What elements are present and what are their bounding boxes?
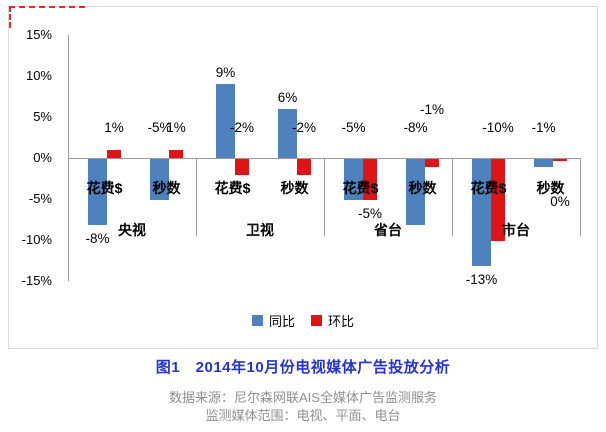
- bar-data-label: -8%: [85, 230, 110, 246]
- y-axis-tick-label: 10%: [25, 68, 52, 83]
- bar-data-label: -2%: [291, 120, 317, 135]
- bar-data-label: -13%: [465, 271, 498, 287]
- cluster-label: 花费$: [470, 180, 507, 196]
- bar-huanbi: [491, 159, 505, 241]
- group-label: 省台: [374, 222, 402, 238]
- group-label: 卫视: [246, 222, 274, 238]
- bar-data-label: -5%: [357, 206, 383, 221]
- bar-tongbi: [216, 84, 235, 158]
- y-axis-tick-label: 5%: [33, 109, 52, 124]
- bar-data-label: 0%: [550, 194, 570, 209]
- bar-huanbi: [425, 159, 439, 168]
- group-label: 央视: [118, 222, 146, 238]
- category-separator: [196, 158, 197, 236]
- y-axis-tick-label: 15%: [25, 27, 52, 42]
- bar-tongbi: [150, 159, 169, 200]
- bar-data-label: -2%: [229, 120, 255, 135]
- y-axis-tick-label: -15%: [21, 273, 52, 288]
- bar-huanbi: [553, 159, 567, 161]
- bar-data-label: 6%: [277, 89, 298, 105]
- category-separator: [324, 158, 325, 236]
- cluster-label: 秒数: [536, 180, 565, 196]
- data-source-note: 数据来源：尼尔森网联AIS全媒体广告监测服务: [169, 390, 437, 405]
- legend: 同比 环比: [0, 311, 606, 330]
- bar-data-label: 9%: [215, 65, 236, 81]
- bar-tongbi: [344, 159, 363, 200]
- cluster-label: 秒数: [408, 180, 437, 196]
- bar-data-label: 1%: [104, 120, 124, 135]
- cluster-label: 秒数: [152, 180, 181, 196]
- category-separator: [452, 158, 453, 236]
- bar-data-label: -10%: [482, 120, 514, 135]
- cluster-label: 花费$: [86, 180, 123, 196]
- group-label: 市台: [502, 222, 530, 238]
- selection-marquee-fragment: [9, 6, 85, 28]
- bar-tongbi: [88, 159, 107, 225]
- legend-swatch-tongbi: [251, 315, 263, 326]
- bar-data-label: -8%: [403, 120, 428, 135]
- bar-tongbi: [472, 159, 491, 266]
- cluster-label: 秒数: [280, 180, 309, 196]
- chart-title: 图1 2014年10月份电视媒体广告投放分析: [155, 359, 451, 376]
- cluster-label: 花费$: [214, 180, 251, 196]
- bar-huanbi: [235, 159, 249, 176]
- bar-huanbi: [363, 159, 377, 200]
- bar-huanbi: [169, 149, 183, 158]
- cluster-label: 花费$: [342, 180, 379, 196]
- y-axis-tick-label: 0%: [33, 150, 52, 165]
- bar-data-label: 1%: [166, 120, 186, 135]
- legend-swatch-huanbi: [311, 315, 322, 326]
- bar-huanbi: [107, 149, 121, 158]
- media-scope-note: 监测媒体范围：电视、平面、电台: [205, 408, 401, 423]
- legend-label-huanbi: 环比: [328, 314, 355, 329]
- y-axis-tick-label: -5%: [28, 191, 52, 206]
- y-axis-tick-label: -10%: [21, 232, 52, 247]
- bar-tongbi: [406, 159, 425, 225]
- bar-data-label: -5%: [341, 120, 366, 135]
- bar-data-label: -1%: [531, 120, 556, 135]
- bar-tongbi: [534, 159, 553, 168]
- category-separator: [580, 158, 581, 236]
- bar-huanbi: [297, 159, 311, 176]
- bar-data-label: -5%: [147, 120, 172, 135]
- bar-tongbi: [278, 108, 297, 158]
- bar-data-label: -1%: [419, 102, 445, 117]
- legend-label-tongbi: 同比: [268, 314, 295, 329]
